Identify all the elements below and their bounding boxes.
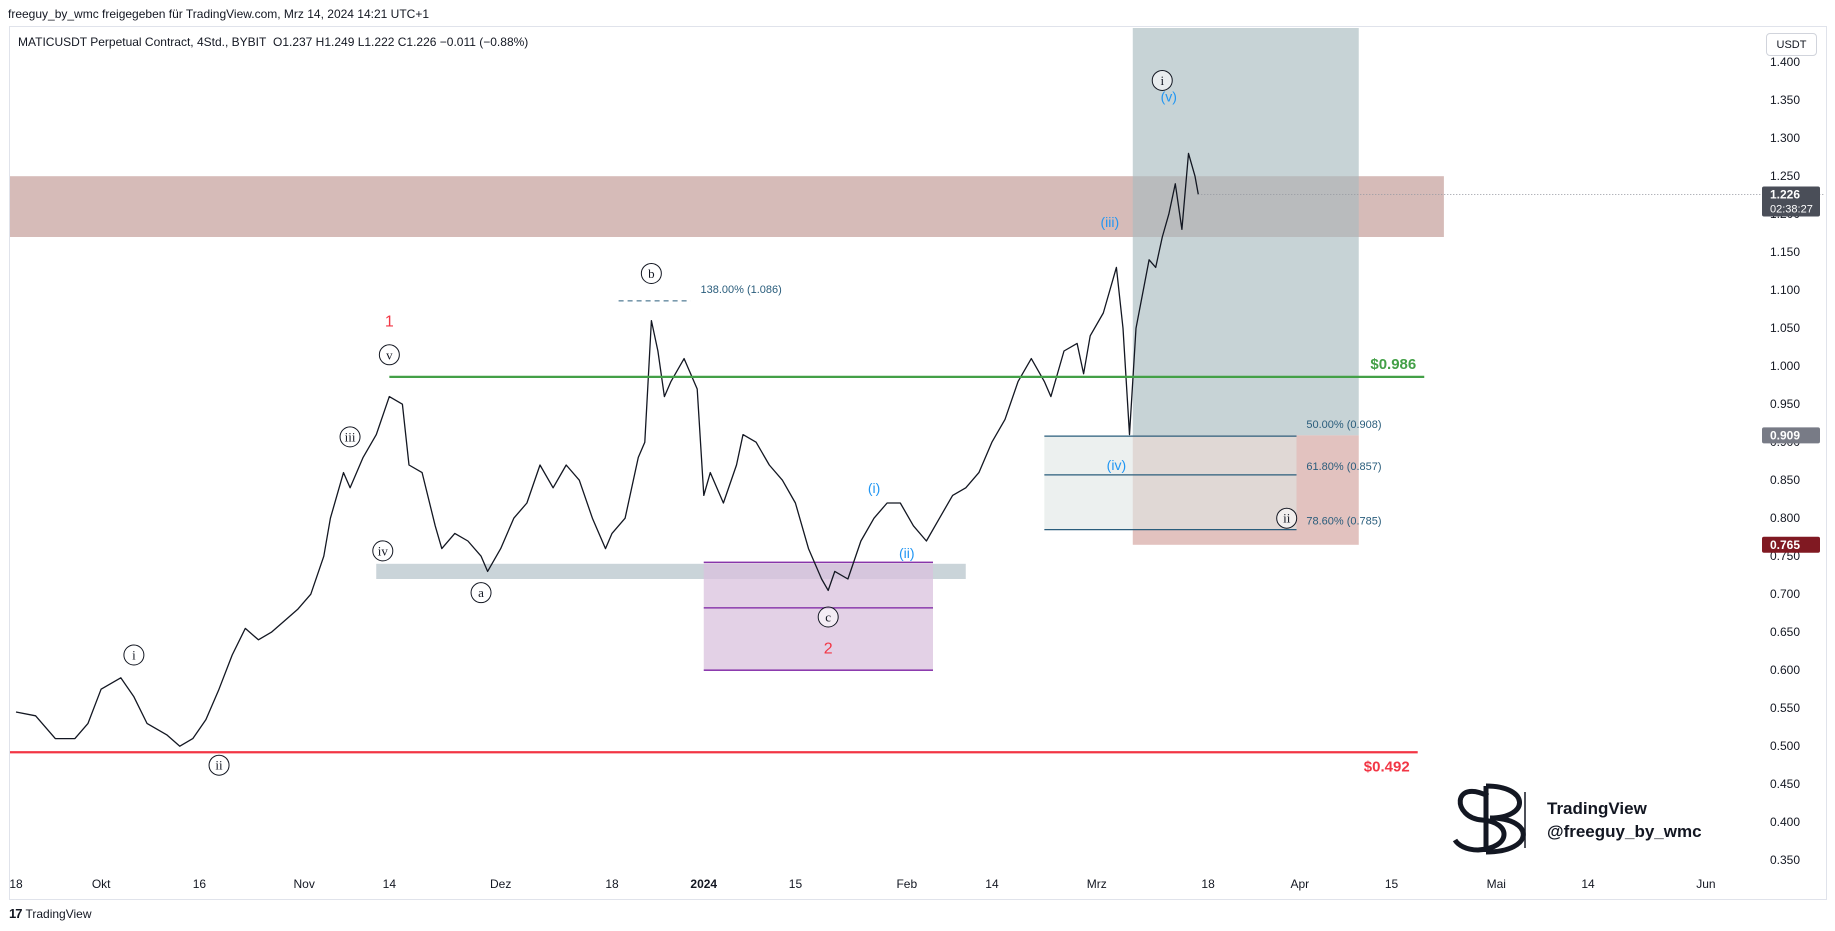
x-tick-label: Dez <box>490 877 511 891</box>
y-tick-label: 0.450 <box>1770 777 1800 791</box>
wave-label: (v) <box>1161 88 1177 104</box>
wave-label: (iv) <box>1107 457 1126 473</box>
x-tick-label: 14 <box>1581 877 1595 891</box>
x-tick-label: 14 <box>383 877 397 891</box>
footer: 17 TradingView <box>9 906 92 921</box>
x-tick-label: 18 <box>9 877 23 891</box>
watermark-brand: TradingView <box>1547 799 1648 818</box>
wave-label: (i) <box>868 480 880 496</box>
wave-label: (ii) <box>899 545 915 561</box>
wave-label-text: a <box>478 585 484 600</box>
wave-label-text: c <box>825 610 831 625</box>
wave-label: iii <box>339 426 361 448</box>
wave-label-text: ii <box>215 758 223 773</box>
level-label: $0.986 <box>1370 356 1416 373</box>
y-tick-label: 0.950 <box>1770 397 1800 411</box>
x-tick-label: 15 <box>789 877 803 891</box>
wave-label: ii <box>208 754 230 776</box>
wave-label-text: iv <box>378 543 389 558</box>
position-target-zone <box>1132 28 1359 436</box>
wave-label: 1 <box>385 314 394 331</box>
y-tick-label: 1.150 <box>1770 245 1800 259</box>
axis-price-label: 0.909 <box>1762 427 1820 444</box>
wave-label-text: ii <box>1283 511 1291 526</box>
x-tick-label: Mai <box>1487 877 1506 891</box>
wave-label: v <box>378 344 400 366</box>
wave-label: iv <box>372 540 394 562</box>
y-tick-label: 1.000 <box>1770 359 1800 373</box>
x-tick-label: 18 <box>1201 877 1215 891</box>
symbol-title[interactable]: MATICUSDT Perpetual Contract, 4Std., BYB… <box>18 35 267 49</box>
fib-zone <box>1044 436 1297 530</box>
wave-label: (iii) <box>1101 214 1120 230</box>
y-tick-label: 1.300 <box>1770 131 1800 145</box>
y-tick-label: 0.700 <box>1770 587 1800 601</box>
y-tick-label: 1.400 <box>1770 55 1800 69</box>
x-tick-label: Apr <box>1290 877 1309 891</box>
x-tick-label: Okt <box>92 877 111 891</box>
countdown-label: 02:38:27 <box>1770 203 1813 215</box>
axis-layer: 0.350 0.400 0.450 0.500 0.550 0.600 0.650 0.700… <box>9 55 1820 891</box>
wave-label-text: iii <box>345 429 356 444</box>
wave-label: ii <box>1276 507 1298 529</box>
y-tick-label: 0.850 <box>1770 473 1800 487</box>
y-tick-label: 1.250 <box>1770 169 1800 183</box>
x-tick-label: Nov <box>294 877 315 891</box>
wave-label: a <box>470 582 492 604</box>
wave-label: c <box>817 606 839 628</box>
x-tick-label: Mrz <box>1087 877 1107 891</box>
level-label: $0.492 <box>1364 758 1410 775</box>
wave-label-text: v <box>386 347 393 362</box>
y-tick-label: 0.800 <box>1770 511 1800 525</box>
wave-label-text: i <box>1160 73 1164 88</box>
wave-label: i <box>123 644 145 666</box>
axis-price-value: 1.226 <box>1770 187 1800 201</box>
sb-logo-icon <box>1452 783 1526 855</box>
x-tick-label: 15 <box>1385 877 1399 891</box>
x-tick-label: 14 <box>985 877 999 891</box>
publisher-header: freeguy_by_wmc freigegeben für TradingVi… <box>8 7 430 21</box>
wave-label: b <box>640 262 662 284</box>
fib-label: 138.00% (1.086) <box>700 284 781 296</box>
watermark-handle: @freeguy_by_wmc <box>1547 822 1702 841</box>
y-tick-label: 1.100 <box>1770 283 1800 297</box>
wave-label-text: b <box>648 266 655 281</box>
y-tick-label: 0.650 <box>1770 625 1800 639</box>
y-tick-label: 0.400 <box>1770 815 1800 829</box>
wave-label-text: i <box>132 648 136 663</box>
price-line <box>15 152 1199 747</box>
watermark: TradingView @freeguy_by_wmc <box>1452 783 1702 855</box>
x-tick-label: Jun <box>1696 877 1715 891</box>
zones-layer <box>10 28 1444 671</box>
price-layer <box>15 152 1825 747</box>
y-tick-label: 1.050 <box>1770 321 1800 335</box>
currency-button[interactable]: USDT <box>1766 33 1817 56</box>
axis-price-label: 1.226 02:38:27 <box>1762 186 1820 217</box>
chart-frame <box>9 26 1827 900</box>
x-tick-label: 16 <box>193 877 207 891</box>
ohlc-values: O1.237 H1.249 L1.222 C1.226 −0.011 (−0.8… <box>272 35 529 49</box>
footer-brand[interactable]: TradingView <box>25 906 92 921</box>
y-tick-label: 0.600 <box>1770 663 1800 677</box>
tradingview-logo-icon: 17 <box>9 906 23 921</box>
symbol-legend: MATICUSDT Perpetual Contract, 4Std., BYB… <box>18 35 528 49</box>
fib-label: 50.00% (0.908) <box>1306 419 1381 431</box>
wave-label: 2 <box>824 640 833 657</box>
y-tick-label: 0.500 <box>1770 739 1800 753</box>
axis-price-label: 0.765 <box>1762 536 1820 553</box>
y-tick-label: 0.550 <box>1770 701 1800 715</box>
y-tick-label: 0.350 <box>1770 853 1800 867</box>
axis-price-value: 0.909 <box>1770 428 1800 442</box>
fib-label: 61.80% (0.857) <box>1306 461 1381 473</box>
x-tick-label: 18 <box>605 877 619 891</box>
x-tick-label: 2024 <box>690 877 717 891</box>
y-tick-label: 1.350 <box>1770 93 1800 107</box>
wave-label: i <box>1151 69 1173 91</box>
lines-layer: $0.986 $0.492 138.00% (1.086) 50.00% (0.908… <box>10 284 1425 775</box>
axis-price-value: 0.765 <box>1770 538 1800 552</box>
x-tick-label: Feb <box>896 877 917 891</box>
fib-label: 78.60% (0.785) <box>1306 516 1381 528</box>
